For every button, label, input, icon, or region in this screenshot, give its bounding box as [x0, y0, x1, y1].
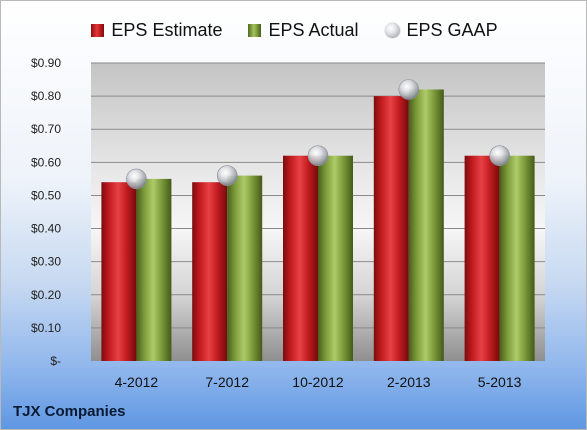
bar-eps-actual-4-2012 [136, 178, 172, 361]
x-tick-label: 5-2013 [478, 374, 522, 390]
x-tick-label: 4-2012 [115, 374, 159, 390]
legend-item-eps-actual: EPS Actual [248, 19, 359, 41]
legend-label-eps-gaap: EPS GAAP [406, 19, 498, 40]
legend-label-eps-actual: EPS Actual [268, 19, 359, 40]
legend: EPS Estimate EPS Actual EPS GAAP [1, 15, 586, 45]
legend-label-eps-estimate: EPS Estimate [111, 19, 223, 40]
y-tick-label: $0.10 [31, 321, 61, 335]
bar-eps-actual-5-2013 [499, 155, 535, 361]
legend-swatch-eps-estimate [91, 23, 105, 37]
bar-eps-actual-2-2013 [408, 89, 444, 361]
bar-eps-estimate-4-2012 [101, 182, 137, 361]
legend-item-eps-gaap: EPS GAAP [384, 19, 498, 41]
marker-eps-gaap-10-2012 [307, 145, 329, 167]
bar-eps-estimate-5-2013 [464, 155, 500, 361]
legend-item-eps-estimate: EPS Estimate [91, 20, 222, 41]
y-tick-label: $0.30 [31, 255, 61, 269]
marker-eps-gaap-2-2013 [398, 79, 420, 100]
bar-eps-actual-10-2012 [318, 155, 353, 361]
bar-eps-actual-7-2012 [227, 175, 263, 361]
marker-eps-gaap-4-2012 [126, 168, 147, 190]
bar-eps-estimate-10-2012 [283, 155, 318, 361]
x-tick-label: 10-2012 [292, 374, 344, 390]
x-tick-label: 2-2013 [387, 374, 431, 390]
y-tick-label: $0.60 [31, 155, 61, 169]
y-tick-label: $0.40 [31, 222, 61, 236]
y-tick-label: $0.20 [31, 288, 61, 302]
legend-swatch-eps-actual [248, 23, 262, 37]
bar-eps-estimate-2-2013 [373, 96, 409, 361]
bar-eps-estimate-7-2012 [192, 182, 228, 361]
legend-swatch-eps-gaap [384, 22, 400, 38]
marker-eps-gaap-5-2013 [489, 145, 510, 167]
y-tick-label: $0.50 [31, 188, 61, 202]
y-tick-label: $0.80 [31, 89, 61, 103]
x-tick-label: 7-2012 [205, 374, 249, 390]
company-name: TJX Companies [13, 403, 126, 420]
marker-eps-gaap-7-2012 [216, 165, 238, 186]
y-tick-label: $0.70 [31, 122, 61, 136]
y-tick-label: $- [50, 354, 61, 368]
y-tick-label: $0.90 [31, 56, 61, 70]
